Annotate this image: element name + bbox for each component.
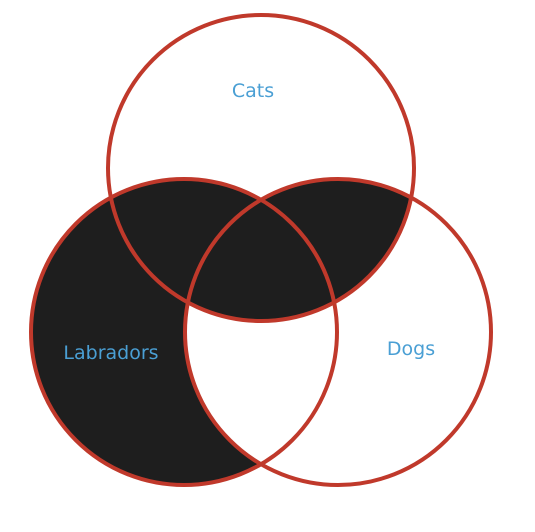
circle-dogs bbox=[183, 177, 493, 487]
set-outlines bbox=[29, 13, 493, 487]
label-cats: Cats bbox=[232, 80, 274, 102]
label-labradors: Labradors bbox=[63, 342, 158, 364]
shaded-regions bbox=[31, 179, 414, 485]
circle-labradors bbox=[29, 177, 339, 487]
region-cats-dogs bbox=[185, 179, 414, 321]
label-dogs: Dogs bbox=[387, 338, 435, 360]
circle-cats bbox=[106, 13, 416, 323]
